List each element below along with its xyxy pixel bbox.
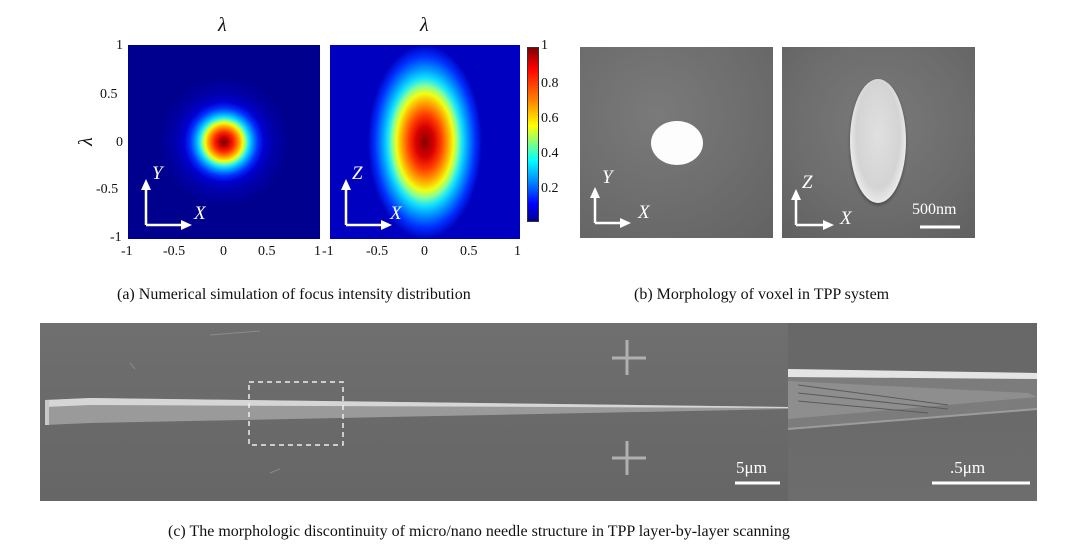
x-tick: 1: [514, 244, 521, 259]
y-tick: 0.5: [100, 87, 118, 102]
needle-drawing: [45, 330, 788, 485]
colorbar-tick: 1: [541, 38, 548, 53]
y-axis-label: λ: [74, 137, 97, 146]
y-tick: -1: [110, 230, 122, 245]
sem-voxel-xz: Z X 500nm: [782, 47, 975, 238]
inset-scale-bar-label: .5μm: [950, 458, 986, 477]
colorbar-tick: 0.2: [541, 181, 559, 196]
caption-b: (b) Morphology of voxel in TPP system: [634, 286, 890, 303]
colorbar: [527, 47, 539, 222]
sem-voxel-xy: Y X: [580, 47, 773, 238]
x-tick: -0.5: [366, 244, 389, 259]
caption-c: (c) The morphologic discontinuity of mic…: [168, 523, 790, 540]
plot2-title: λ: [420, 14, 429, 36]
colorbar-tick: 0.6: [541, 111, 559, 126]
voxel-dot: [651, 121, 703, 165]
axis-letter-x: X: [194, 203, 206, 224]
x-tick: 0: [421, 244, 428, 259]
axis-arrows-xy: [141, 179, 192, 230]
axis-arrows-b2: [791, 189, 960, 230]
intensity-map-xy: Y X: [128, 45, 320, 239]
axis-letter-y: Y: [152, 163, 163, 184]
plot1-title: λ: [218, 14, 227, 36]
intensity-map-xz: Z X: [330, 45, 520, 239]
axis-letter-x: X: [840, 208, 852, 229]
cross-mark-bottom: [612, 441, 646, 475]
x-tick: 0.5: [258, 244, 276, 259]
intensity-blob-xz: [330, 45, 520, 239]
y-tick: -0.5: [96, 182, 119, 197]
colorbar-tick: 0.4: [541, 146, 559, 161]
x-tick: -1: [322, 244, 334, 259]
cross-mark-top: [612, 340, 646, 375]
axis-arrows-xz: [341, 179, 392, 230]
inset-drawing: [788, 369, 1037, 485]
axis-letter-z: Z: [352, 163, 363, 184]
x-tick: 0: [220, 244, 227, 259]
y-tick: 1: [116, 38, 123, 53]
x-tick: 0.5: [460, 244, 478, 259]
sem-needle-main: 5μm: [40, 323, 788, 501]
main-scale-bar-label: 5μm: [736, 458, 767, 477]
axis-letter-x: X: [390, 203, 402, 224]
x-tick: -1: [121, 244, 133, 259]
caption-a: (a) Numerical simulation of focus intens…: [117, 286, 471, 303]
x-tick: -0.5: [163, 244, 186, 259]
x-tick: 1: [314, 244, 321, 259]
voxel-ellipse: [850, 79, 906, 203]
axis-letter-x: X: [638, 202, 650, 223]
colorbar-tick: 0.8: [541, 76, 559, 91]
axis-letter-y: Y: [602, 167, 613, 188]
sem-needle-inset: .5μm: [788, 323, 1037, 501]
scale-bar-label: 500nm: [912, 201, 957, 218]
axis-letter-z: Z: [802, 172, 813, 193]
y-tick: 0: [116, 135, 123, 150]
axis-arrows-b1: [590, 187, 631, 228]
